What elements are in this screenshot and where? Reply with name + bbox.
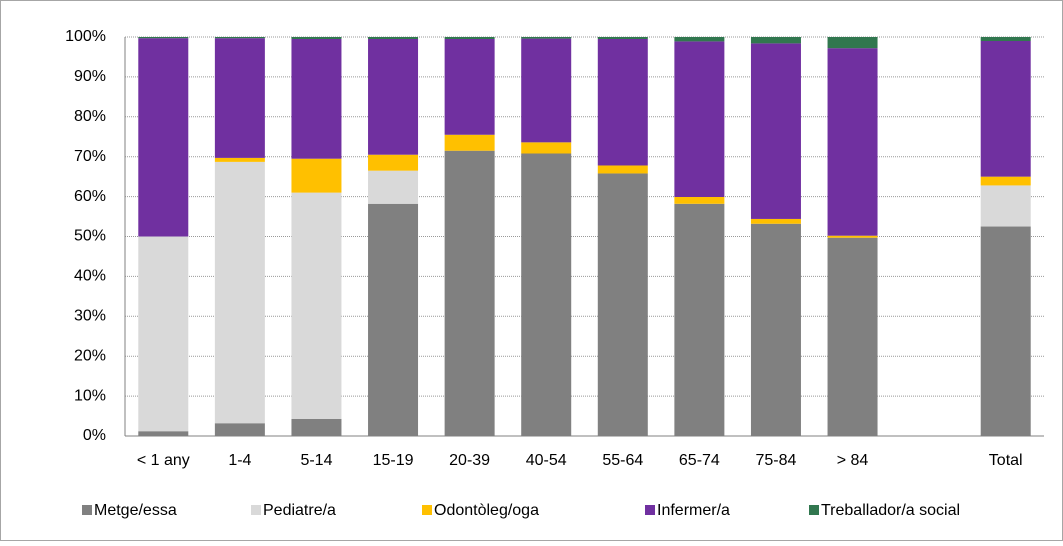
bar-segment (980, 40, 1031, 177)
bar-segment (368, 170, 419, 204)
bar-segment (521, 142, 572, 154)
bar-segment (368, 38, 419, 155)
legend-label: Pediatre/a (263, 502, 336, 519)
bar-segment (291, 158, 342, 193)
y-tick-label: 10% (74, 387, 106, 404)
y-tick-label: 50% (74, 228, 106, 245)
bar-segment (750, 223, 801, 436)
bar-segment (291, 38, 342, 159)
bar-segment (827, 237, 878, 436)
bar-segment (214, 38, 265, 158)
bar-segment (444, 38, 495, 135)
legend-label: Odontòleg/oga (434, 502, 539, 519)
x-tick-label: > 84 (837, 452, 869, 469)
y-tick-label: 70% (74, 148, 106, 165)
bar-segment (521, 38, 572, 143)
bar-segment (674, 203, 725, 436)
legend-label: Treballador/a social (821, 502, 960, 519)
bar-segment (291, 418, 342, 436)
bar-segment (980, 226, 1031, 436)
x-tick-label: 75-84 (755, 452, 796, 469)
bar-segment (597, 173, 648, 436)
x-tick-label: < 1 any (137, 452, 190, 469)
bar-segment (750, 37, 801, 44)
bar-segment (827, 235, 878, 238)
bar-segment (138, 236, 189, 432)
bar-segment (214, 161, 265, 424)
x-tick-label: 20-39 (449, 452, 490, 469)
x-tick-label: 5-14 (300, 452, 332, 469)
y-tick-label: 90% (74, 68, 106, 85)
legend-swatch (645, 505, 655, 515)
bar-segment (138, 38, 189, 237)
bar-segment (138, 37, 189, 39)
x-tick-label: 15-19 (373, 452, 414, 469)
bar-segment (214, 423, 265, 436)
bar-segment (214, 37, 265, 39)
legend-label: Infermer/a (657, 502, 730, 519)
bar-segment (980, 185, 1031, 227)
y-tick-label: 0% (83, 427, 106, 444)
bar-segment (291, 37, 342, 39)
bar-segment (444, 37, 495, 39)
bar-segment (521, 37, 572, 39)
bar-segment (138, 431, 189, 436)
bar-segment (368, 37, 419, 39)
y-tick-label: 20% (74, 347, 106, 364)
bar-segment (674, 37, 725, 42)
bar-segment (368, 203, 419, 436)
bar-segment (444, 134, 495, 151)
bar-segment (980, 37, 1031, 41)
bar-segment (674, 41, 725, 197)
x-tick-label: 40-54 (526, 452, 567, 469)
bar-segment (750, 218, 801, 224)
legend-swatch (82, 505, 92, 515)
bar-segment (980, 176, 1031, 186)
bar-segment (597, 37, 648, 39)
x-tick-label: Total (989, 452, 1023, 469)
y-tick-label: 100% (65, 28, 106, 45)
x-tick-label: 55-64 (602, 452, 643, 469)
y-tick-label: 60% (74, 188, 106, 205)
bar-segment (827, 48, 878, 236)
bar-segment (368, 154, 419, 171)
x-tick-label: 65-74 (679, 452, 720, 469)
bar-segment (597, 38, 648, 166)
bar-segment (750, 43, 801, 219)
bar-segment (827, 37, 878, 49)
bar-segment (597, 165, 648, 174)
x-tick-label: 1-4 (228, 452, 251, 469)
bar-segment (291, 192, 342, 419)
legend-swatch (809, 505, 819, 515)
bar-segment (674, 196, 725, 204)
bar-segment (214, 157, 265, 162)
y-tick-label: 30% (74, 308, 106, 325)
bar-segment (521, 153, 572, 436)
bar-segment (444, 150, 495, 436)
legend-swatch (422, 505, 432, 515)
y-tick-label: 80% (74, 108, 106, 125)
legend-swatch (251, 505, 261, 515)
legend-label: Metge/essa (94, 502, 177, 519)
y-tick-label: 40% (74, 268, 106, 285)
